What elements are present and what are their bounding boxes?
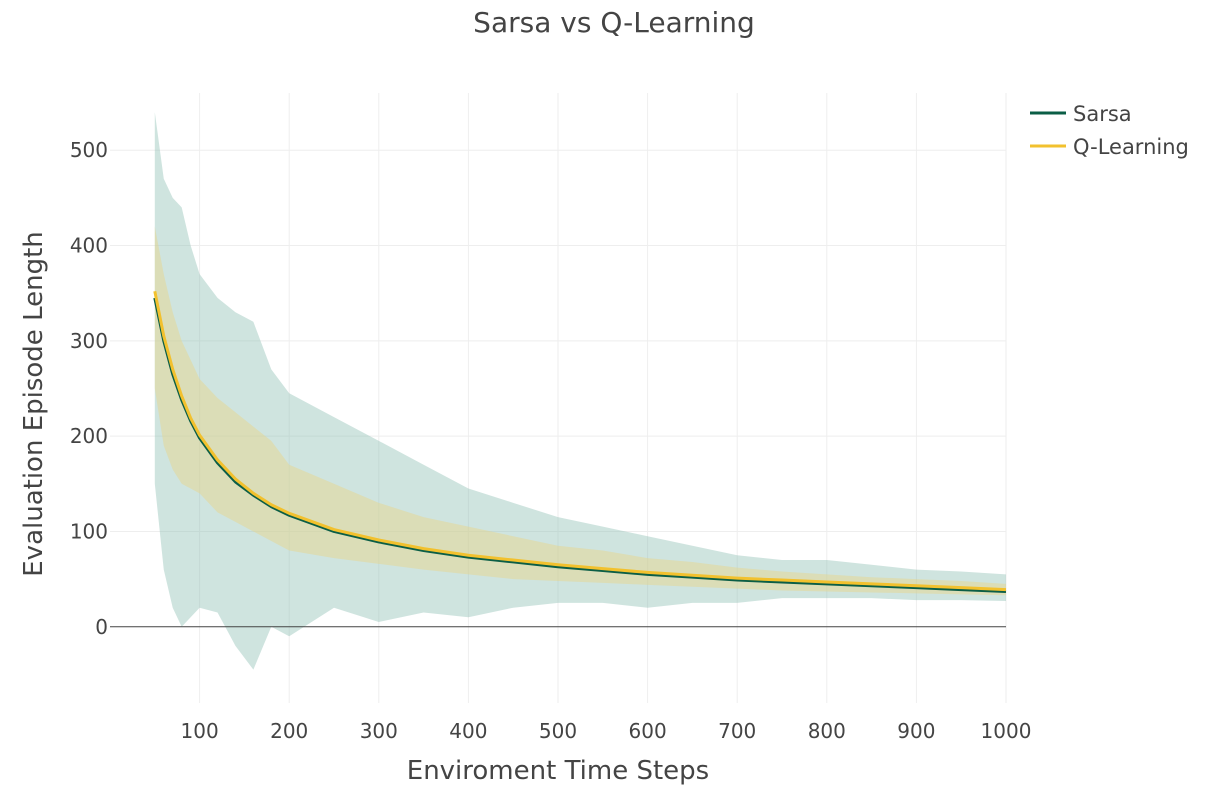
y-tick-label: 400 (70, 234, 108, 258)
x-tick-label: 700 (718, 719, 756, 743)
y-axis-label: Evaluation Episode Length (19, 231, 49, 577)
band-layer (154, 112, 1007, 670)
x-tick-label: 1000 (981, 719, 1032, 743)
y-tick-label: 200 (70, 424, 108, 448)
line-layer (153, 290, 1007, 593)
y-tick-label: 300 (70, 329, 108, 353)
band-q-learning (154, 226, 1007, 596)
chart-title: Sarsa vs Q-Learning (473, 6, 755, 39)
band-sarsa (154, 112, 1007, 670)
x-tick-label: 600 (629, 719, 667, 743)
legend: Sarsa Q-Learning (1030, 102, 1189, 159)
x-tick-label: 100 (181, 719, 219, 743)
x-tick-label: 300 (360, 719, 398, 743)
x-tick-label: 900 (897, 719, 935, 743)
x-tick-label: 800 (808, 719, 846, 743)
x-tick-label: 400 (449, 719, 487, 743)
y-axis-ticks: 0 100 200 300 400 500 (70, 138, 108, 639)
x-axis-ticks: 100 200 300 400 500 600 700 800 900 1000 (181, 719, 1032, 743)
y-tick-label: 100 (70, 519, 108, 543)
y-tick-label: 0 (95, 615, 108, 639)
x-tick-label: 500 (539, 719, 577, 743)
x-axis-label: Enviroment Time Steps (407, 756, 709, 786)
x-tick-label: 200 (270, 719, 308, 743)
grid-layer (110, 93, 1007, 703)
legend-label-q-learning: Q-Learning (1073, 135, 1189, 159)
legend-item-sarsa[interactable]: Sarsa (1030, 102, 1132, 126)
legend-label-sarsa: Sarsa (1073, 102, 1132, 126)
legend-item-q-learning[interactable]: Q-Learning (1030, 135, 1189, 159)
y-tick-label: 500 (70, 138, 108, 162)
series-line-q-learning (153, 290, 1007, 592)
